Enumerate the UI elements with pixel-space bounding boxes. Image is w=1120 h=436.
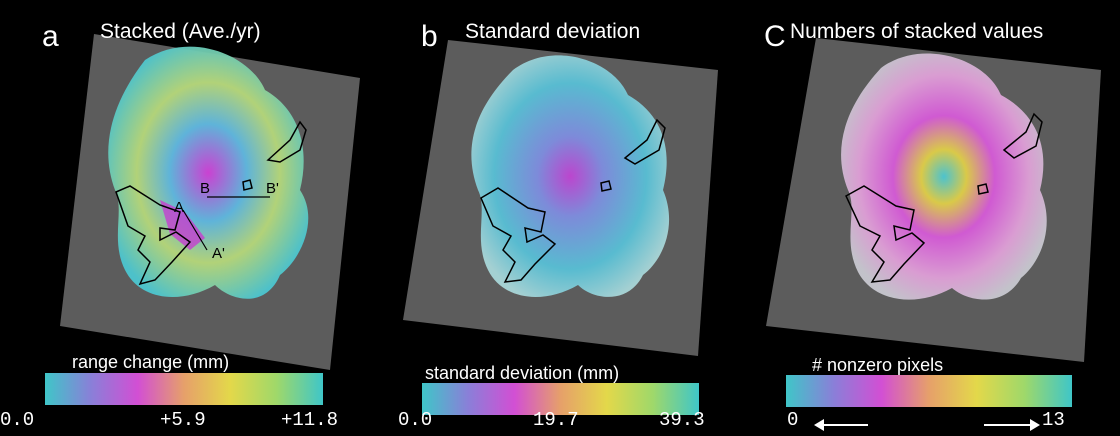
panel-a: A A' B B' a Stacked (Ave./yr) <box>0 0 373 436</box>
panel-b: b Standard deviation <box>373 0 746 436</box>
panel-title: Stacked (Ave./yr) <box>100 20 261 43</box>
profile-label-a-prime: A' <box>212 245 225 262</box>
tick-label: 0 <box>787 409 799 431</box>
panel-title: Standard deviation <box>465 20 641 43</box>
colorbar-c <box>786 375 1072 407</box>
arrow-left-icon <box>814 419 868 431</box>
stack-count-map-c <box>766 38 1101 362</box>
colorbar-label-b: standard deviation (mm) <box>425 363 620 383</box>
panel-c: C Numbers of stacked values <box>746 0 1120 436</box>
std-dev-map-b <box>403 40 718 356</box>
profile-label-a: A <box>174 199 184 216</box>
colorbar-label-a: range change (mm) <box>72 352 230 372</box>
tick-label: +11.8 <box>281 409 339 431</box>
tick-label: 13 <box>1042 409 1065 431</box>
tick-label: 0.0 <box>0 409 35 431</box>
arrow-right-icon <box>984 419 1040 431</box>
interferogram-map-a: A A' B B' <box>60 34 360 370</box>
panel-letter: C <box>764 20 786 53</box>
colorbar-label-c: # nonzero pixels <box>812 355 944 375</box>
colorbar-a <box>45 373 323 405</box>
panel-letter: a <box>42 20 59 53</box>
colorbar-b <box>422 383 699 415</box>
tick-label: +5.9 <box>160 409 206 431</box>
tick-label: 19.7 <box>533 409 579 431</box>
tick-label: 39.3 <box>659 409 705 431</box>
tick-label: 0.0 <box>398 409 433 431</box>
profile-label-b-prime: B' <box>266 180 279 197</box>
panel-letter: b <box>421 20 438 53</box>
profile-label-b: B <box>200 180 210 197</box>
profile-line-aa <box>182 209 208 251</box>
panel-title: Numbers of stacked values <box>790 20 1044 43</box>
